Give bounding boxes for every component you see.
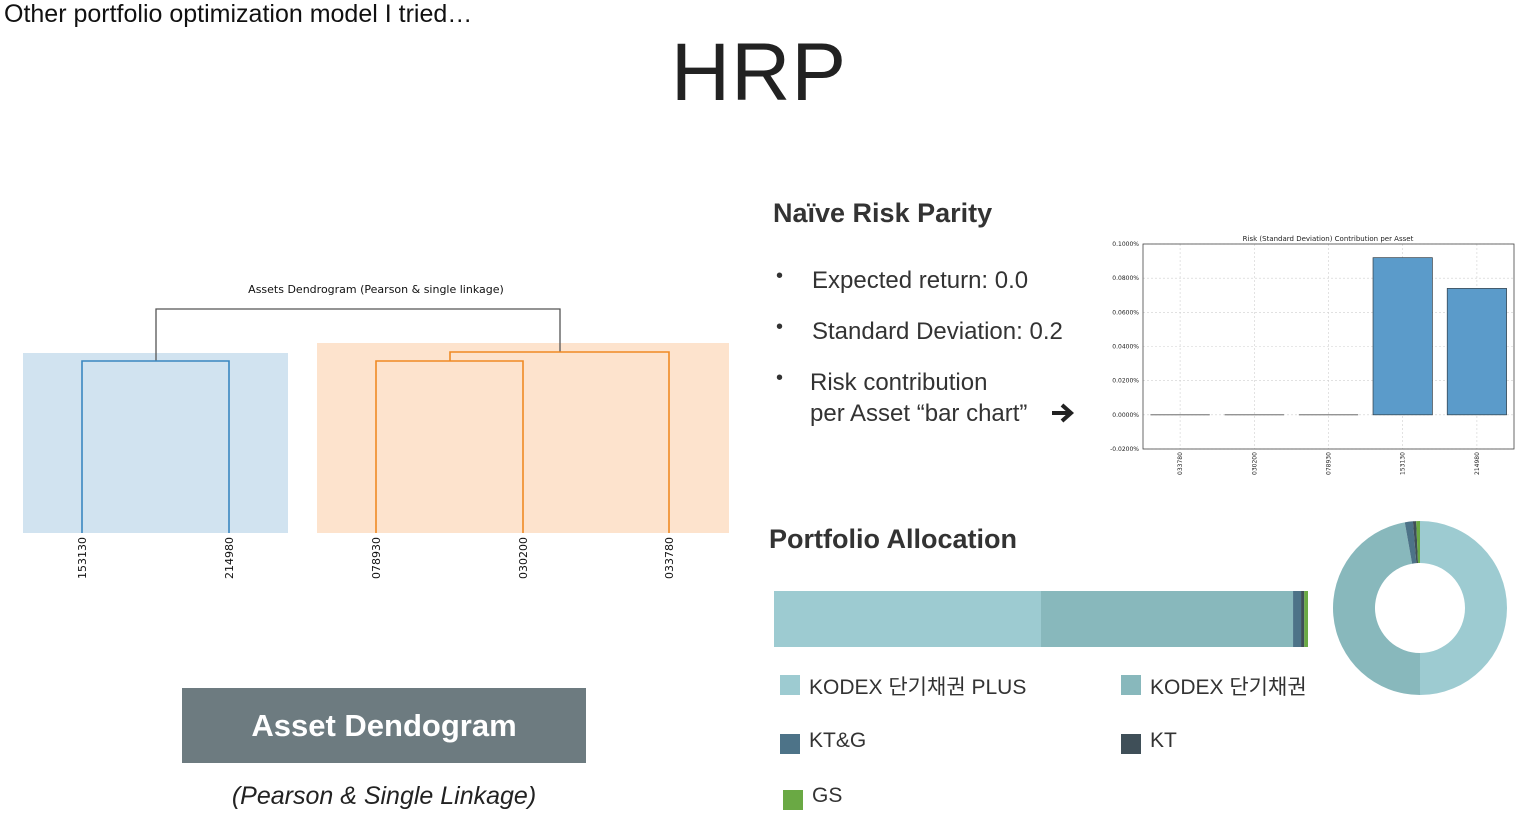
- donut-slice: [1333, 522, 1420, 695]
- y-tick-label: 0.0600%: [1112, 309, 1139, 316]
- x-tick-label: 078930: [1326, 452, 1333, 475]
- leaf-labels: 153130 214980 078930 030200 033780: [76, 537, 676, 579]
- bullet-text: per Asset “bar chart”: [810, 400, 1028, 427]
- bullet-text: Risk contribution: [810, 369, 988, 396]
- x-tick-label: 033780: [1177, 452, 1184, 475]
- x-tick-label: 153130: [1400, 452, 1407, 475]
- y-tick-label: 0.1000%: [1112, 241, 1139, 248]
- legend-item-kodex: KODEX 단기채권: [1121, 671, 1361, 699]
- bullet-standard-deviation: • Standard Deviation: 0.2: [776, 316, 1096, 350]
- cluster-1-background: [23, 353, 288, 533]
- bullet-risk-contribution: • Risk contribution per Asset “bar chart…: [776, 367, 1096, 433]
- leaf-label: 030200: [517, 537, 530, 579]
- legend-item-kt: KT: [1121, 729, 1271, 757]
- bullet-dot: •: [776, 316, 784, 338]
- donut-slice: [1404, 521, 1417, 564]
- leaf-label: 214980: [223, 537, 236, 579]
- naive-risk-parity-heading: Naïve Risk Parity: [773, 198, 993, 228]
- allocation-bar-segment: [1301, 591, 1305, 647]
- legend-label: KT&G: [809, 729, 867, 752]
- slide-title: HRP: [670, 27, 848, 118]
- chart-title: Risk (Standard Deviation) Contribution p…: [1243, 235, 1414, 243]
- chart-bars: [1150, 257, 1507, 416]
- legend-item-ktg: KT&G: [780, 729, 980, 757]
- header-subtitle: Other portfolio optimization model I tri…: [4, 0, 473, 28]
- y-tick-labels: 0.1000% 0.0800% 0.0600% 0.0400% 0.0200% 0.000…: [1110, 241, 1139, 453]
- y-tick-label: -0.0200%: [1110, 446, 1139, 453]
- legend-label: KODEX 단기채권: [1150, 676, 1307, 699]
- risk-contribution-chart: Risk (Standard Deviation) Contribution p…: [1110, 235, 1515, 475]
- cluster-2b-link: [449, 351, 670, 533]
- allocation-bar-segment: [1293, 591, 1302, 647]
- leaf-label: 033780: [663, 537, 676, 579]
- x-tick-labels: 033780 030200 078930 153130 214980: [1177, 452, 1481, 475]
- plot-frame: [1142, 243, 1515, 450]
- leaf-label: 078930: [370, 537, 383, 579]
- legend-swatch: [780, 734, 800, 754]
- dendrogram-chart: Assets Dendrogram (Pearson & single link…: [23, 283, 729, 579]
- allocation-bar-segment: [1041, 591, 1294, 647]
- leaf-label: 153130: [76, 537, 89, 579]
- donut-slice: [1412, 521, 1419, 564]
- x-tick-label: 030200: [1251, 452, 1258, 475]
- y-tick-label: 0.0800%: [1112, 275, 1139, 282]
- allocation-donut-chart: [1333, 521, 1507, 695]
- bullet-dot: •: [776, 367, 784, 389]
- bullet-text: Standard Deviation: 0.2: [812, 318, 1063, 345]
- arrow-right-icon: [1052, 403, 1075, 423]
- portfolio-allocation-heading: Portfolio Allocation: [769, 524, 1017, 554]
- x-tick-label: 214980: [1474, 452, 1481, 475]
- legend-label: KT: [1150, 729, 1177, 752]
- allocation-stacked-bar: [774, 591, 1308, 647]
- legend-swatch: [1121, 734, 1141, 754]
- dendrogram-caption: (Pearson & Single Linkage): [231, 782, 537, 810]
- legend-swatch: [1121, 675, 1141, 695]
- root-link: [155, 308, 561, 361]
- allocation-bar-segment: [1304, 591, 1308, 647]
- bullet-dot: •: [776, 265, 784, 287]
- legend-label: KODEX 단기채권 PLUS: [809, 676, 1027, 699]
- cluster-1-link: [81, 360, 230, 533]
- donut-slice: [1416, 521, 1420, 564]
- dendrogram-title: Assets Dendrogram (Pearson & single link…: [248, 283, 504, 296]
- legend-label: GS: [812, 784, 843, 807]
- allocation-bar-segment: [774, 591, 1041, 647]
- asset-dendogram-label: Asset Dendogram: [182, 688, 586, 763]
- bar: [1446, 288, 1507, 416]
- y-tick-label: 0.0400%: [1112, 344, 1139, 351]
- bullet-expected-return: • Expected return: 0.0: [776, 265, 1096, 299]
- donut-slice: [1420, 521, 1507, 695]
- bar: [1372, 257, 1433, 416]
- y-tick-label: 0.0000%: [1112, 412, 1139, 419]
- bullet-text: Expected return: 0.0: [812, 267, 1029, 294]
- legend-item-gs: GS: [783, 784, 933, 812]
- legend-item-kodex-plus: KODEX 단기채권 PLUS: [780, 671, 1080, 699]
- legend-swatch: [783, 790, 803, 810]
- y-tick-label: 0.0200%: [1112, 378, 1139, 385]
- legend-swatch: [780, 675, 800, 695]
